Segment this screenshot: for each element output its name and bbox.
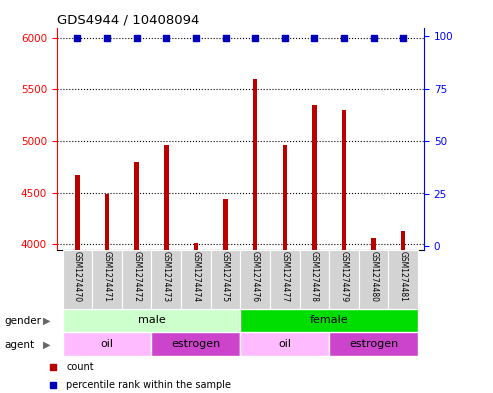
Point [133,35,141,41]
Text: GSM1274478: GSM1274478 [310,252,319,302]
Text: GSM1274471: GSM1274471 [103,252,111,302]
Text: percentile rank within the sample: percentile rank within the sample [66,380,231,390]
Point [336,315,344,321]
Bar [151,332,241,356]
Bar [329,250,359,309]
Text: GSM1274474: GSM1274474 [191,252,201,303]
Bar [241,332,329,356]
Bar [105,194,109,393]
Text: GSM1274472: GSM1274472 [132,252,141,302]
Text: oil: oil [101,339,113,349]
Bar [241,309,418,332]
Bar [359,250,388,309]
Point [251,35,259,41]
Point [281,35,289,41]
Text: gender: gender [4,316,41,326]
Bar [401,231,405,393]
Bar [63,250,92,309]
Text: GSM1274480: GSM1274480 [369,252,378,302]
Bar [151,250,181,309]
Bar [63,309,241,332]
Text: GSM1274479: GSM1274479 [340,252,349,303]
Text: estrogen: estrogen [171,339,220,349]
Bar [282,145,287,393]
Bar [300,250,329,309]
Bar [270,250,300,309]
Text: GSM1274475: GSM1274475 [221,252,230,303]
Text: GSM1274473: GSM1274473 [162,252,171,303]
Text: GDS4944 / 10408094: GDS4944 / 10408094 [57,13,199,26]
Text: female: female [310,315,349,325]
Point [103,35,111,41]
Text: agent: agent [4,340,34,350]
Bar [122,250,151,309]
Point [221,35,229,41]
Text: GSM1274476: GSM1274476 [250,252,260,303]
Bar [194,243,198,393]
Text: ▶: ▶ [43,316,51,326]
Bar [241,250,270,309]
Bar [253,79,257,393]
Bar [329,332,418,356]
Point [73,35,81,41]
Bar [92,250,122,309]
Bar [312,105,317,393]
Point [399,35,407,41]
Text: count: count [66,362,94,373]
Text: GSM1274481: GSM1274481 [399,252,408,302]
Point [311,35,318,41]
Bar [181,250,211,309]
Point [340,35,348,41]
Bar [342,110,346,393]
Bar [135,162,139,393]
Text: ▶: ▶ [43,340,51,350]
Text: oil: oil [278,339,291,349]
Point [162,35,170,41]
Text: male: male [138,315,165,325]
Bar [75,175,80,393]
Point [370,35,378,41]
Text: estrogen: estrogen [349,339,398,349]
Text: GSM1274477: GSM1274477 [280,252,289,303]
Bar [371,238,376,393]
Text: GSM1274470: GSM1274470 [73,252,82,303]
Point [336,158,344,164]
Point [192,35,200,41]
Bar [388,250,418,309]
Bar [223,199,228,393]
Bar [63,332,151,356]
Bar [164,145,169,393]
Bar [211,250,241,309]
